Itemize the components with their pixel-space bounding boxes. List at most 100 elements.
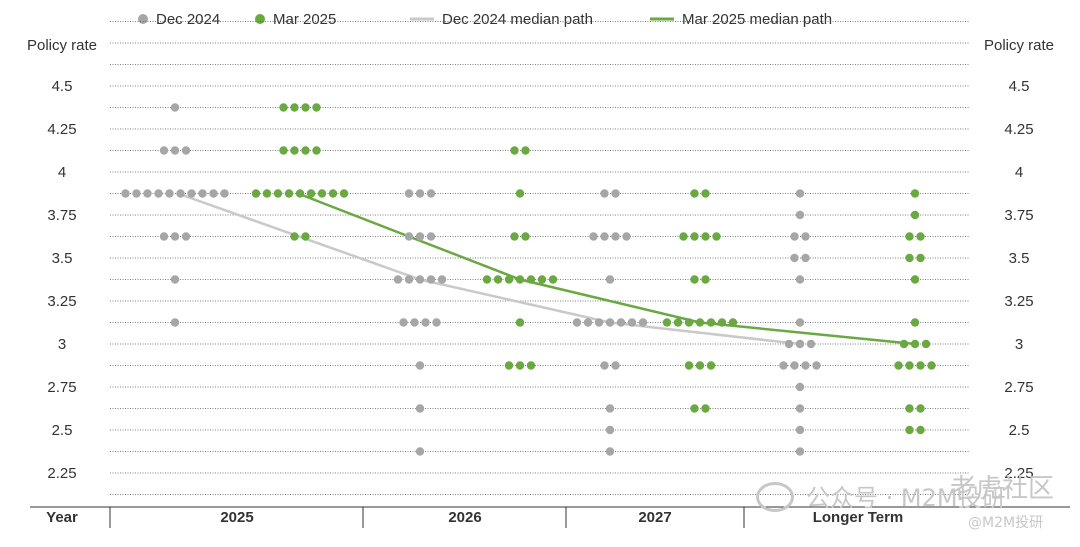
dot-mar-2025 — [910, 339, 920, 349]
y-tick-label-left: 4 — [58, 164, 66, 181]
y-tick-label-left: 2.5 — [52, 422, 73, 439]
dot-mar-2025 — [701, 232, 710, 241]
y-tick-label-right: 3 — [1015, 336, 1023, 353]
dot-dec-2024 — [198, 189, 207, 198]
dot-dec-2024 — [165, 189, 174, 198]
dot-dec-2024 — [605, 447, 615, 456]
dot-dec-2024 — [795, 275, 805, 284]
y-tick-label-left: 3.75 — [47, 207, 76, 224]
dot-mar-2025 — [701, 404, 710, 413]
y-tick-label-right: 2.25 — [1004, 465, 1033, 482]
dot-dec-2024 — [209, 189, 218, 198]
dot-mar-2025 — [690, 189, 699, 198]
dot-dec-2024 — [432, 318, 441, 327]
dot-mar-2025 — [927, 361, 936, 370]
dot-mar-2025 — [712, 232, 721, 241]
x-tick-label: Longer Term — [813, 509, 904, 526]
dot-mar-2025 — [312, 146, 321, 155]
dot-dec-2024 — [605, 404, 615, 413]
dot-dec-2024 — [404, 275, 414, 284]
dot-dec-2024 — [187, 189, 196, 198]
dot-mar-2025 — [317, 189, 327, 198]
dot-mar-2025 — [717, 318, 727, 327]
dot-dec-2024 — [795, 425, 805, 435]
dot-mar-2025 — [916, 361, 925, 370]
dot-dec-2024 — [638, 318, 648, 327]
dot-dec-2024 — [583, 318, 593, 327]
dot-dec-2024 — [795, 404, 805, 413]
dot-dec-2024 — [393, 275, 403, 284]
dot-mar-2025 — [910, 318, 920, 327]
dot-dec-2024 — [611, 189, 620, 198]
dot-dec-2024 — [154, 189, 163, 198]
dot-dec-2024 — [600, 232, 609, 241]
dot-dec-2024 — [795, 382, 805, 392]
median-path-dec-2024 — [177, 192, 801, 346]
dot-mar-2025 — [695, 361, 705, 370]
dot-mar-2025 — [262, 189, 272, 198]
x-tick-label: 2026 — [448, 509, 481, 526]
y-tick-label-right: 3.75 — [1004, 207, 1033, 224]
dot-mar-2025 — [521, 146, 530, 155]
dot-dec-2024 — [415, 189, 425, 198]
dot-mar-2025 — [515, 275, 525, 284]
dot-dec-2024 — [795, 339, 805, 349]
dot-mar-2025 — [662, 318, 672, 327]
dot-mar-2025 — [515, 361, 525, 370]
dot-mar-2025 — [690, 232, 699, 241]
dot-mar-2025 — [706, 318, 716, 327]
dot-dec-2024 — [181, 232, 191, 241]
dot-dec-2024 — [404, 189, 414, 198]
x-axis-label: Year — [46, 509, 78, 526]
dot-dec-2024 — [181, 146, 191, 155]
dot-mar-2025 — [548, 275, 558, 284]
dot-dec-2024 — [801, 232, 810, 241]
dot-mar-2025 — [910, 210, 920, 220]
dot-mar-2025 — [701, 189, 710, 198]
dot-mar-2025 — [899, 339, 909, 349]
dot-dec-2024 — [415, 232, 425, 241]
y-tick-label-left: 3 — [58, 336, 66, 353]
median-paths — [177, 192, 916, 346]
dot-mar-2025 — [290, 146, 299, 155]
wechat-logo-watermark-icon — [756, 482, 794, 512]
dot-mar-2025 — [306, 189, 316, 198]
dot-mar-2025 — [916, 425, 925, 435]
x-tick-label: 2025 — [220, 509, 253, 526]
dot-mar-2025 — [504, 361, 514, 370]
gridlines — [110, 21, 970, 495]
dot-dec-2024 — [159, 146, 169, 155]
dot-dec-2024 — [170, 275, 180, 284]
dot-mar-2025 — [493, 275, 503, 284]
dot-mar-2025 — [910, 189, 920, 198]
dot-mar-2025 — [526, 275, 536, 284]
dot-mar-2025 — [916, 232, 925, 241]
dot-mar-2025 — [684, 361, 694, 370]
dot-mar-2025 — [905, 253, 914, 263]
dot-mar-2025 — [679, 232, 688, 241]
dot-dec-2024 — [600, 361, 609, 370]
y-tick-label-left: 4.5 — [52, 78, 73, 95]
dot-mar-2025 — [905, 232, 914, 241]
dot-dec-2024 — [170, 146, 180, 155]
legend: Dec 2024 Mar 2025 Dec 2024 median path Mar … — [138, 11, 832, 28]
dot-dec-2024 — [426, 232, 436, 241]
dot-mar-2025 — [706, 361, 716, 370]
dot-dec-2024 — [132, 189, 141, 198]
dot-mar-2025 — [515, 318, 525, 327]
dot-mar-2025 — [728, 318, 738, 327]
dot-mar-2025 — [510, 146, 519, 155]
dot-mar-2025 — [521, 232, 530, 241]
dot-dec-2024 — [795, 210, 805, 220]
legend-label: Mar 2025 median path — [682, 11, 832, 28]
dot-dec-2024 — [801, 361, 810, 370]
dot-dec-2024 — [622, 232, 631, 241]
dot-dec-2024 — [170, 318, 180, 327]
dot-mar-2025 — [339, 189, 349, 198]
dot-dec-2024 — [795, 189, 805, 198]
dot-dec-2024 — [616, 318, 626, 327]
dot-dec-2024 — [784, 339, 794, 349]
dot-mar-2025 — [279, 103, 288, 112]
dot-mar-2025 — [916, 253, 925, 263]
dot-dec-2024 — [121, 189, 130, 198]
